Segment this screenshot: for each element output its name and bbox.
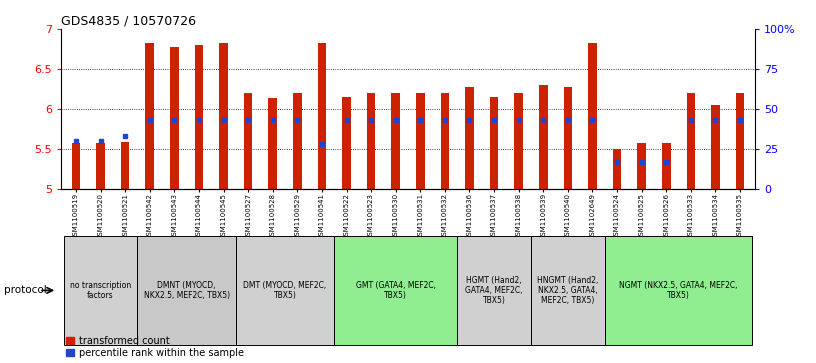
- Bar: [236, 236, 335, 345]
- Bar: [457, 236, 531, 345]
- Bar: [465, 87, 474, 189]
- Bar: [367, 93, 375, 189]
- Bar: [96, 143, 105, 189]
- Bar: [145, 44, 154, 189]
- Bar: [490, 97, 499, 189]
- Bar: [268, 98, 277, 189]
- Bar: [539, 85, 548, 189]
- Text: protocol: protocol: [4, 285, 47, 295]
- Text: HGMT (Hand2,
GATA4, MEF2C,
TBX5): HGMT (Hand2, GATA4, MEF2C, TBX5): [465, 276, 523, 305]
- Bar: [220, 42, 228, 189]
- Bar: [170, 48, 179, 189]
- Text: DMT (MYOCD, MEF2C,
TBX5): DMT (MYOCD, MEF2C, TBX5): [243, 281, 326, 300]
- Bar: [416, 93, 424, 189]
- Bar: [72, 143, 80, 189]
- Text: GMT (GATA4, MEF2C,
TBX5): GMT (GATA4, MEF2C, TBX5): [356, 281, 436, 300]
- Bar: [244, 93, 252, 189]
- Text: DMNT (MYOCD,
NKX2.5, MEF2C, TBX5): DMNT (MYOCD, NKX2.5, MEF2C, TBX5): [144, 281, 229, 300]
- Bar: [335, 236, 457, 345]
- Legend: transformed count, percentile rank within the sample: transformed count, percentile rank withi…: [66, 336, 244, 358]
- Bar: [514, 93, 523, 189]
- Bar: [564, 87, 572, 189]
- Bar: [293, 93, 302, 189]
- Bar: [662, 143, 671, 189]
- Bar: [588, 42, 596, 189]
- Bar: [392, 93, 400, 189]
- Bar: [637, 143, 646, 189]
- Text: no transcription
factors: no transcription factors: [70, 281, 131, 300]
- Bar: [195, 45, 203, 189]
- Bar: [342, 97, 351, 189]
- Text: NGMT (NKX2.5, GATA4, MEF2C,
TBX5): NGMT (NKX2.5, GATA4, MEF2C, TBX5): [619, 281, 738, 300]
- Bar: [64, 236, 137, 345]
- Text: GDS4835 / 10570726: GDS4835 / 10570726: [61, 15, 196, 28]
- Bar: [736, 93, 744, 189]
- Bar: [441, 93, 449, 189]
- Bar: [121, 142, 130, 189]
- Bar: [605, 236, 752, 345]
- Bar: [686, 93, 695, 189]
- Text: HNGMT (Hand2,
NKX2.5, GATA4,
MEF2C, TBX5): HNGMT (Hand2, NKX2.5, GATA4, MEF2C, TBX5…: [537, 276, 599, 305]
- Bar: [317, 42, 326, 189]
- Bar: [711, 105, 720, 189]
- Bar: [613, 149, 621, 189]
- Bar: [137, 236, 236, 345]
- Bar: [531, 236, 605, 345]
